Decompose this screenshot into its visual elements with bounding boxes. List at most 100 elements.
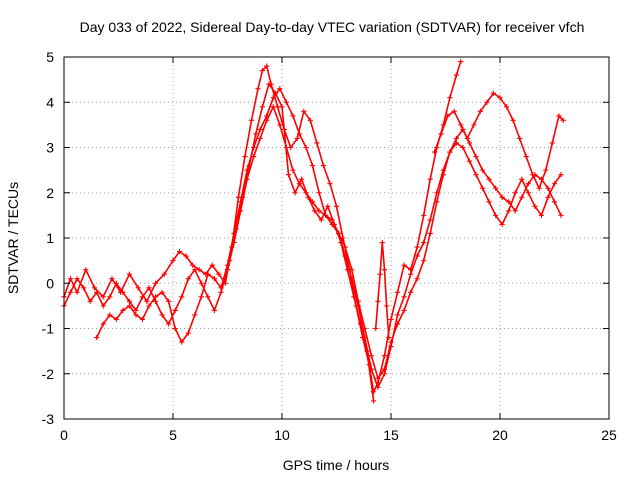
data-point [109,276,115,282]
data-point [294,135,300,142]
data-point [421,212,427,218]
x-tick-label: 0 [60,427,68,443]
data-point [152,298,159,304]
data-point [471,122,477,128]
data-point [320,163,327,169]
y-tick-label: 0 [46,275,54,291]
data-point [479,185,486,191]
data-point [386,334,392,341]
data-point [327,181,333,187]
x-tick-label: 10 [274,427,290,443]
x-tick-label: 15 [383,427,399,443]
data-point [259,104,265,110]
data-point [264,63,270,69]
data-point [333,203,340,209]
data-point [421,258,427,264]
data-point [370,398,377,404]
data-point [309,163,316,169]
data-point [421,239,427,246]
data-point [100,303,106,309]
data-point [473,172,479,178]
data-point [560,117,566,123]
data-series [61,58,566,404]
data-point [233,226,239,232]
data-point [67,289,74,295]
data-point [100,294,106,300]
data-point [312,208,318,214]
data-point [427,176,433,182]
data-point [344,267,350,273]
data-point [458,122,464,128]
data-point [257,126,263,132]
data-point [530,172,536,178]
data-point [290,167,296,173]
data-point [211,276,218,282]
data-point [179,339,185,345]
data-point [338,239,344,246]
data-point [120,307,126,313]
data-point [551,199,558,205]
data-point [394,321,401,327]
data-point [218,289,224,295]
data-point [227,258,233,264]
series-line-track-3 [95,87,562,380]
data-point [466,140,473,146]
data-point [248,117,255,123]
data-point [503,104,510,110]
data-point [349,267,355,273]
data-point [375,384,381,390]
y-tick-label: 1 [46,230,54,246]
data-point [166,298,172,304]
data-point [493,185,499,191]
data-point [453,72,459,78]
data-point [427,217,433,223]
data-point [381,366,388,372]
data-point [176,248,183,255]
data-point [277,122,283,128]
data-point [288,144,294,151]
y-axis-label: SDTVAR / TECUs [5,182,21,294]
data-point [279,104,285,110]
data-point [556,113,562,119]
data-point [211,307,218,313]
data-point [373,325,379,332]
data-point [362,325,368,332]
data-point [257,135,263,142]
data-point [205,271,211,277]
data-point [368,353,374,359]
data-point [216,271,222,277]
data-point [318,217,324,223]
data-point [375,375,381,381]
data-point [133,312,139,318]
data-point [558,172,564,178]
y-tick-label: -1 [42,321,55,337]
data-point [388,316,394,323]
data-point [179,294,185,300]
data-point [381,371,388,377]
data-point [479,167,486,173]
data-point [499,221,505,228]
x-tick-label: 25 [601,427,617,443]
data-point [447,149,453,155]
data-point [458,58,464,65]
data-point [74,289,80,295]
data-point [196,267,202,273]
data-point [381,267,388,273]
data-point [493,212,499,218]
chart-title: Day 033 of 2022, Sidereal Day-to-day VTE… [80,19,585,35]
data-point [152,280,159,286]
data-point [464,135,470,142]
data-point [517,135,523,142]
data-point [198,280,204,286]
series-line-track-1 [63,60,462,393]
data-point [94,334,100,341]
series-line-track-5 [228,83,375,402]
data-point [183,253,189,259]
data-point [512,190,518,196]
data-point [434,199,440,205]
data-point [536,185,542,191]
data-point [414,244,420,250]
data-point [120,289,126,295]
data-point [519,176,525,182]
